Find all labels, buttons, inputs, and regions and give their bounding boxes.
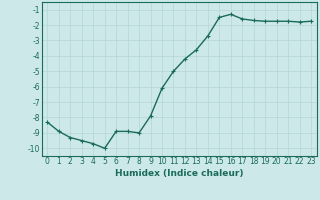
X-axis label: Humidex (Indice chaleur): Humidex (Indice chaleur): [115, 169, 244, 178]
